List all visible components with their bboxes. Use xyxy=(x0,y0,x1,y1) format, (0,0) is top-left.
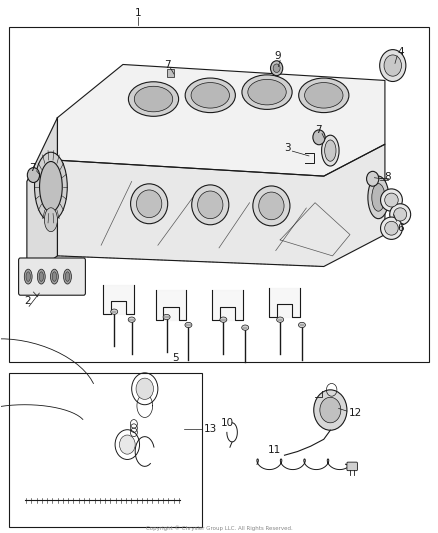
Polygon shape xyxy=(27,118,57,277)
Ellipse shape xyxy=(137,190,162,217)
Ellipse shape xyxy=(242,325,249,330)
Ellipse shape xyxy=(277,317,284,322)
Ellipse shape xyxy=(372,183,385,211)
Circle shape xyxy=(320,397,341,423)
Ellipse shape xyxy=(39,272,43,281)
FancyBboxPatch shape xyxy=(347,462,357,471)
Circle shape xyxy=(273,64,280,72)
Circle shape xyxy=(120,435,135,454)
Ellipse shape xyxy=(220,317,227,322)
Text: 11: 11 xyxy=(268,445,282,455)
Ellipse shape xyxy=(37,269,45,284)
Bar xyxy=(10,27,428,362)
Text: 8: 8 xyxy=(385,172,391,182)
Ellipse shape xyxy=(248,79,286,105)
Polygon shape xyxy=(57,64,385,176)
Ellipse shape xyxy=(198,191,223,219)
Circle shape xyxy=(313,130,325,145)
Text: 6: 6 xyxy=(397,223,404,233)
Text: 7: 7 xyxy=(315,125,321,135)
Ellipse shape xyxy=(65,272,70,281)
Ellipse shape xyxy=(253,186,290,226)
Ellipse shape xyxy=(304,83,343,108)
Ellipse shape xyxy=(35,152,67,221)
Ellipse shape xyxy=(185,322,192,328)
Ellipse shape xyxy=(50,269,58,284)
Circle shape xyxy=(136,378,153,399)
Text: 7: 7 xyxy=(29,163,35,173)
Circle shape xyxy=(271,61,283,76)
Ellipse shape xyxy=(192,185,229,225)
Polygon shape xyxy=(57,144,385,266)
Ellipse shape xyxy=(368,176,389,219)
Text: 13: 13 xyxy=(204,424,217,434)
Circle shape xyxy=(367,171,379,186)
FancyBboxPatch shape xyxy=(18,258,85,295)
Circle shape xyxy=(384,55,402,76)
Ellipse shape xyxy=(191,83,230,108)
Text: 1: 1 xyxy=(135,8,141,18)
Ellipse shape xyxy=(134,86,173,112)
Text: 10: 10 xyxy=(221,418,234,429)
Ellipse shape xyxy=(385,221,398,235)
Ellipse shape xyxy=(325,140,336,161)
Ellipse shape xyxy=(381,217,403,239)
Ellipse shape xyxy=(52,272,57,281)
Circle shape xyxy=(314,390,347,430)
Ellipse shape xyxy=(163,314,170,320)
Ellipse shape xyxy=(26,272,30,281)
Ellipse shape xyxy=(321,135,339,166)
Ellipse shape xyxy=(242,75,292,109)
Ellipse shape xyxy=(385,193,398,207)
Circle shape xyxy=(380,50,406,82)
Text: 4: 4 xyxy=(398,47,404,57)
Ellipse shape xyxy=(390,204,411,225)
Text: 2: 2 xyxy=(25,295,31,305)
Ellipse shape xyxy=(299,78,349,112)
Text: 9: 9 xyxy=(275,51,281,61)
Ellipse shape xyxy=(128,82,179,116)
Ellipse shape xyxy=(381,189,403,211)
Ellipse shape xyxy=(259,192,284,220)
Bar xyxy=(166,69,174,77)
Ellipse shape xyxy=(39,161,62,212)
Text: Copyright © Chrysler Group LLC. All Rights Reserved.: Copyright © Chrysler Group LLC. All Righ… xyxy=(145,525,293,531)
Ellipse shape xyxy=(111,309,118,314)
Text: 5: 5 xyxy=(172,353,179,363)
Ellipse shape xyxy=(394,208,407,221)
Ellipse shape xyxy=(24,269,32,284)
Ellipse shape xyxy=(64,269,71,284)
Text: 12: 12 xyxy=(349,408,362,418)
Text: 7: 7 xyxy=(165,60,171,70)
Ellipse shape xyxy=(128,317,135,322)
Text: 3: 3 xyxy=(284,143,290,154)
Ellipse shape xyxy=(44,208,57,232)
Circle shape xyxy=(27,167,39,182)
Ellipse shape xyxy=(131,184,168,224)
Bar xyxy=(10,373,201,527)
Ellipse shape xyxy=(298,322,305,328)
Ellipse shape xyxy=(185,78,235,112)
